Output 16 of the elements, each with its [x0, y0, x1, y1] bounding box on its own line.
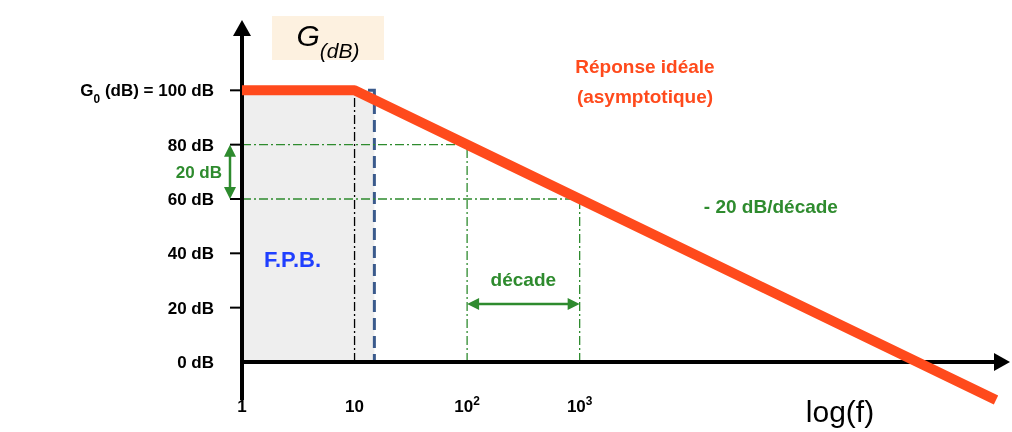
annotation: décade: [490, 269, 557, 291]
y-tick-label: G$_{0}$ (dB) = 100 dB: [80, 81, 214, 107]
y-axis-title: G$_{(dB)}$: [296, 19, 360, 62]
y-tick-label: 60 dB: [167, 189, 214, 209]
x-tick-label: 10$^{2}$: [454, 394, 481, 416]
x-tick-label: 10$^{3}$: [566, 394, 593, 416]
y-tick-label: 40 dB: [167, 244, 214, 264]
x-tick-label: 10: [345, 397, 365, 416]
y-tick-label: 0 dB: [177, 352, 214, 372]
annotation: - 20 dB/décade: [703, 195, 838, 217]
x-tick-label: 1: [237, 397, 247, 416]
band-label: F.P.B.: [264, 246, 322, 272]
y-tick-label: 80 dB: [167, 135, 214, 155]
annotation: Réponse idéale (asymptotique): [575, 56, 715, 107]
y-tick-label: 20 dB: [167, 298, 214, 318]
x-axis-title: log(f): [805, 395, 875, 428]
